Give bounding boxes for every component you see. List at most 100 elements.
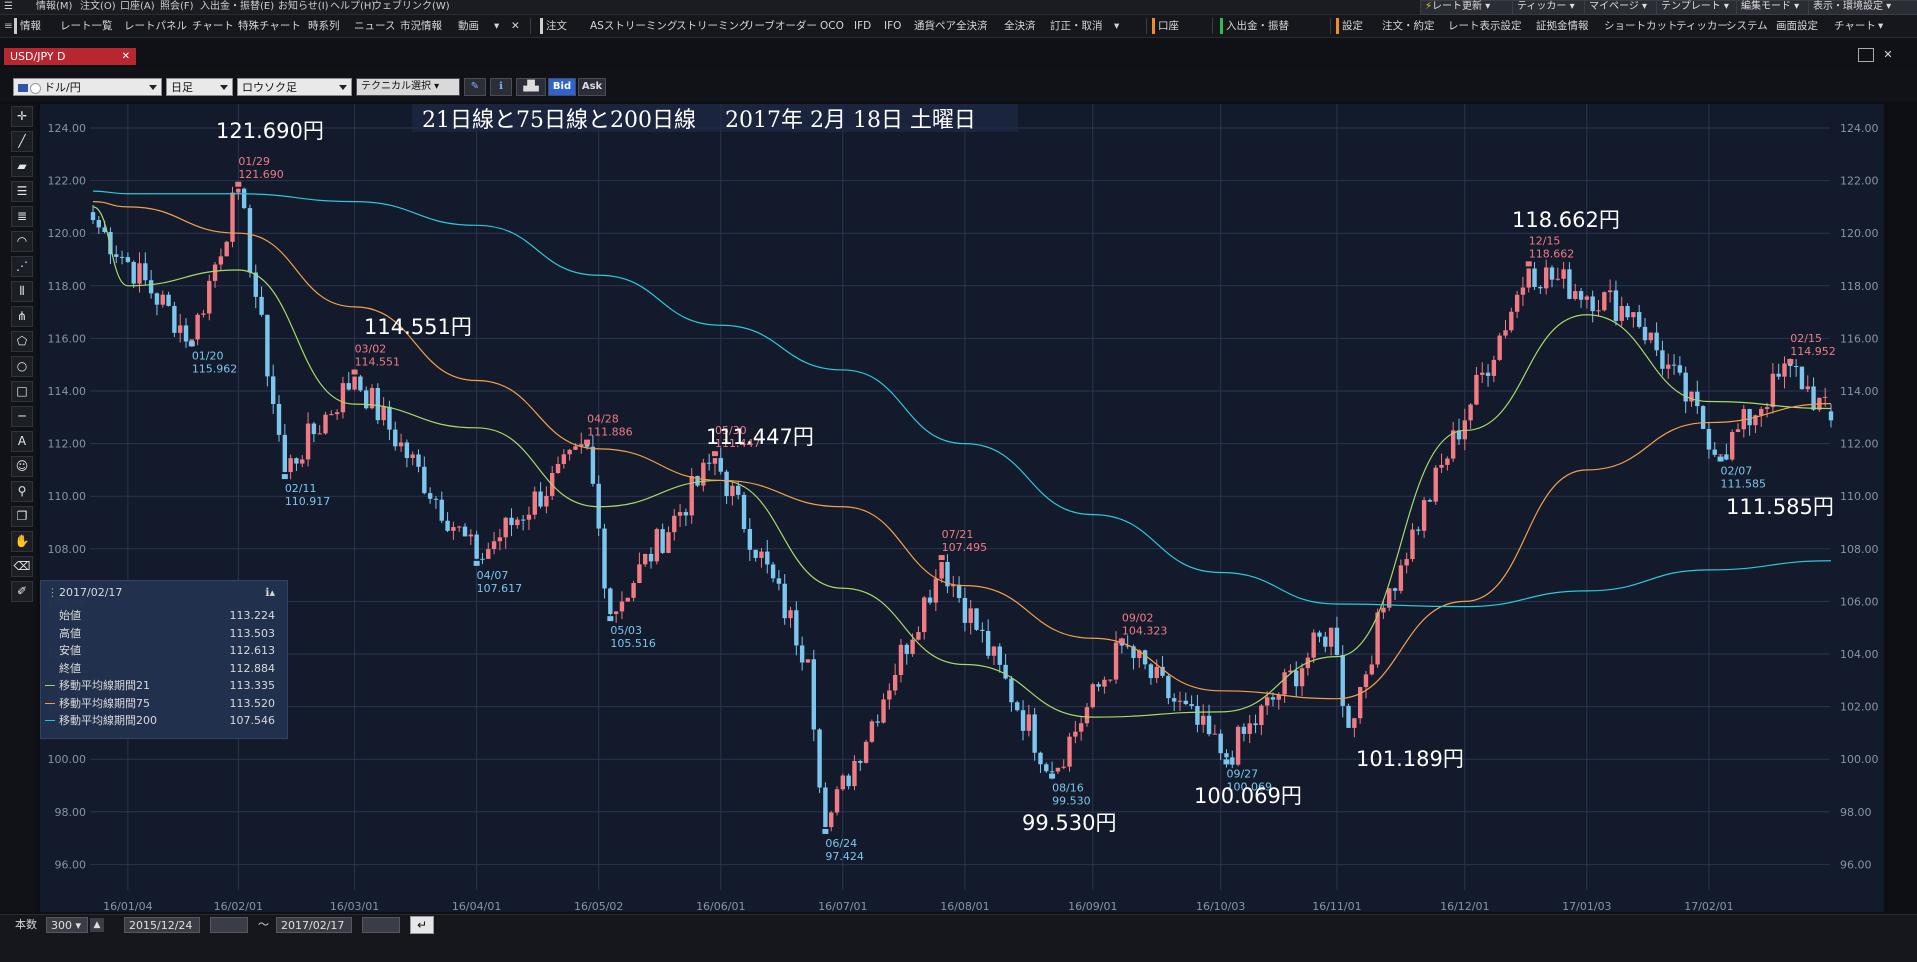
fan-icon[interactable]: ⋰ [11,256,33,277]
smiley-icon[interactable]: ☺ [11,456,33,477]
toolbar-timeseries[interactable]: 時系列 [308,20,340,32]
tab-close-icon[interactable]: ✕ [121,51,130,62]
pitchfork-icon[interactable]: ⋔ [11,306,33,327]
to-date-field[interactable]: 2017/02/17 [276,917,352,933]
horizontal-lines-icon[interactable]: ☰ [11,181,33,202]
toolbar-screen-settings[interactable]: 画面設定 [1776,20,1818,32]
y-tick-label-right: 96.00 [1840,858,1872,871]
candle-body [956,584,962,598]
toolbar-rate-panel[interactable]: レートパネル [124,20,187,32]
candle-body [974,608,979,630]
app-icon[interactable]: ☰ [4,1,13,12]
period-select[interactable]: 日足 [166,78,233,96]
display-settings-button[interactable]: 表示・環境設定 ▾ [1808,0,1917,15]
edit-mode-button[interactable]: 編集モード ▾ [1736,0,1810,15]
toolbar-special-chart[interactable]: 特殊チャート [238,20,301,32]
ticker-button[interactable]: ティッカー ▾ [1512,0,1586,15]
toolbar-shortcut[interactable]: ショートカット [1604,20,1678,32]
toolbar-video-dropdown[interactable]: ▾ [494,20,500,32]
candle-body [927,597,933,603]
menu-weblink[interactable]: ウェブリンク(W) [372,1,450,12]
menu-deposit[interactable]: 入出金・振替(E) [200,1,275,12]
toolbar-settings-dropdown[interactable]: ▾ [1878,20,1884,32]
technical-select[interactable]: テクニカル選択 ▾ [356,78,460,96]
candle-body [1677,365,1683,373]
copy-icon[interactable]: ❐ [11,506,33,527]
info-toggle-icon[interactable]: ℹ▴ [265,586,275,599]
text-icon[interactable]: A [11,431,33,452]
toolbar-streaming[interactable]: ストリーミング [676,20,750,32]
ask-toggle[interactable]: Ask [578,78,606,96]
toolbar-chart-settings[interactable]: チャート [1834,20,1876,32]
pen-tool-icon[interactable]: ✎ [464,78,486,96]
toolbar-amend-cancel[interactable]: 訂正・取消 [1050,20,1103,32]
menu-order[interactable]: 注文(O) [80,1,116,12]
toolbar-news[interactable]: ニュース [354,20,396,32]
toolbar-close-icon[interactable]: ✕ [511,20,520,32]
horizontal-line-icon[interactable]: ─ [11,406,33,427]
eraser-icon[interactable]: ⌫ [11,556,33,577]
candle-body [997,646,1002,665]
toolbar-market-info[interactable]: 市況情報 [400,20,442,32]
menu-notice[interactable]: お知らせ(I) [278,1,329,12]
info-icon[interactable]: ℹ [490,78,512,96]
edit-icon[interactable]: ✐ [11,581,33,602]
low-date-label: 04/07 [477,569,509,582]
info-group-label: 情報 [20,20,41,32]
to-time-field[interactable] [362,917,400,933]
chart-area[interactable]: 124.00 124.00 122.00 122.00 120.00 120.00 118.… [40,104,1884,912]
menu-account[interactable]: 口座(A) [120,1,155,12]
crosshair-icon[interactable]: ✛ [11,106,33,127]
ruler-icon[interactable]: ▰ [11,156,33,177]
toolbar-system[interactable]: システム [1726,20,1768,32]
currency-pair-select[interactable]: ドル/円 [13,78,162,96]
toolbar-close-all[interactable]: 全決済 [1004,20,1036,32]
toolbar-margin-info[interactable]: 証拠金情報 [1536,20,1589,32]
toolbar-as-streaming[interactable]: ASストリーミング [590,20,678,32]
candle-body [1247,723,1252,734]
from-time-field[interactable] [210,917,248,933]
template-button[interactable]: テンプレート ▾ [1656,0,1738,15]
from-date-field[interactable]: 2015/12/24 [124,917,200,933]
toolbar-chart[interactable]: チャート [192,20,234,32]
menu-help[interactable]: ヘルプ(H) [330,1,376,12]
chart-type-select[interactable]: ロウソク足 [237,78,352,96]
price-chart[interactable]: 124.00 124.00 122.00 122.00 120.00 120.00 118.… [40,104,1884,912]
rectangle-icon[interactable]: □ [11,381,33,402]
circle-icon[interactable]: ○ [11,356,33,377]
count-field[interactable]: 300 ▾ [46,917,88,933]
toolbar-ifd[interactable]: IFD [854,20,872,32]
toolbar-order-dropdown[interactable]: ▾ [1114,20,1120,32]
count-up-icon[interactable]: ▲ [90,918,104,932]
toolbar-video[interactable]: 動画 [458,20,479,32]
toolbar-account[interactable]: 口座 [1158,20,1179,32]
bid-toggle[interactable]: Bid [548,78,576,96]
vertical-lines-icon[interactable]: ⦀ [11,281,33,302]
toolbar-pair-close-all[interactable]: 通貨ペア全決済 [914,20,988,32]
arc-icon[interactable]: ◠ [11,231,33,252]
toolbar-rate-display[interactable]: レート表示設定 [1448,20,1522,32]
toolbar-ifo[interactable]: IFO [884,20,902,32]
refresh-icon[interactable]: ↵ [410,916,434,934]
tab-usdjpy-d[interactable]: USD/JPY D ✕ [4,48,136,65]
window-close-icon[interactable]: ✕ [1883,48,1893,61]
menu-info[interactable]: 情報(M) [36,1,73,12]
window-restore-icon[interactable] [1858,48,1874,62]
rate-update-button[interactable]: ⚡レート更新 ▾ [1420,0,1514,15]
hand-icon[interactable]: ✋ [11,531,33,552]
fibonacci-icon[interactable]: ≣ [11,206,33,227]
toolbar-deposit[interactable]: 入出金・振替 [1226,20,1289,32]
toolbar-order-execution[interactable]: 注文・約定 [1382,20,1435,32]
toolbar-ticker[interactable]: ティッカー [1676,20,1728,32]
menu-toggle-icon[interactable]: ≡ [4,20,13,32]
toolbar-rate-list[interactable]: レート一覧 [60,20,113,32]
trendline-icon[interactable]: ╱ [11,131,33,152]
candle-body [538,491,543,507]
toolbar-oco[interactable]: OCO [820,20,844,32]
pin-icon[interactable]: ⚲ [11,481,33,502]
pentagon-icon[interactable]: ⬠ [11,331,33,352]
mypage-button[interactable]: マイページ ▾ [1584,0,1658,15]
toolbar-leave-order[interactable]: リーブオーダー [744,20,817,32]
menu-inquiry[interactable]: 照会(F) [160,1,194,12]
bar-chart-icon[interactable]: ▟▙ [516,78,546,96]
